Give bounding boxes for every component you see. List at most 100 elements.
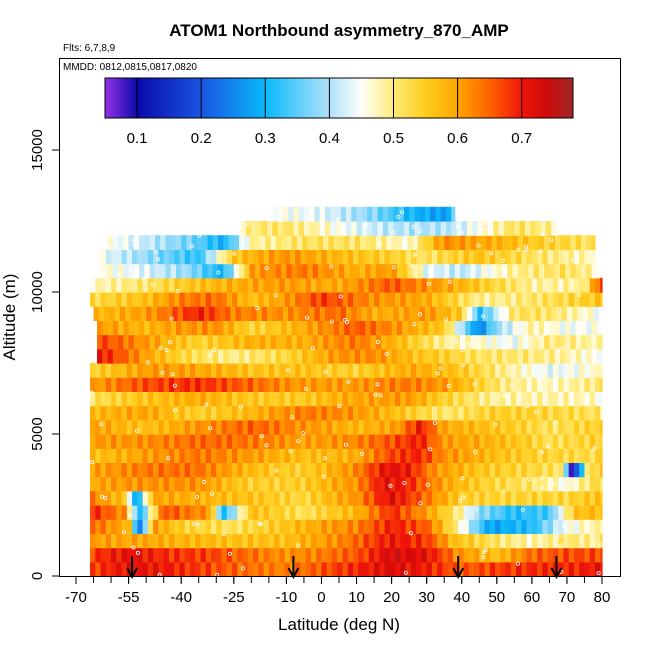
heatmap-cell [253,448,259,463]
sample-marker [501,393,506,398]
heatmap-cell [452,448,459,463]
heatmap-cell [333,334,340,350]
heatmap-cell [395,505,401,520]
heatmap-cell [142,434,149,449]
heatmap-cell [216,363,223,378]
heatmap-cell [521,434,528,449]
heatmap-cell [474,533,480,549]
y-tick-label: 0 [29,572,46,580]
heatmap-cell [139,320,145,336]
heatmap-cell [526,419,533,435]
heatmap-cell [523,235,529,250]
heatmap-cell [317,334,324,350]
heatmap-cell [489,419,496,435]
heatmap-cell [468,519,475,534]
heatmap-cell [521,292,528,307]
heatmap-cell [295,448,302,463]
heatmap-cell [153,419,160,435]
heatmap-cell [552,434,559,449]
heatmap-cell [389,377,396,392]
heatmap-cell [507,320,514,336]
sample-marker [363,223,368,228]
heatmap-cell [216,462,223,478]
heatmap-cell [433,235,440,250]
heatmap-cell [542,448,549,463]
heatmap-cell [132,561,138,577]
heatmap-cell [500,462,507,478]
heatmap-cell [123,334,130,350]
heatmap-cell [421,377,428,392]
heatmap-cell [584,249,591,265]
heatmap-cell [584,292,591,307]
heatmap-cell [545,221,552,236]
heatmap-cell [558,419,565,435]
heatmap-cell [552,419,559,435]
heatmap-cell [189,405,196,421]
heatmap-cell [579,462,586,478]
heatmap-cell [412,320,419,336]
heatmap-cell [454,348,461,364]
heatmap-cell [95,519,102,534]
heatmap-cell [363,533,370,549]
heatmap-cell [347,434,354,449]
sample-marker [175,289,180,294]
heatmap-cell [100,405,107,421]
heatmap-cell [384,533,391,549]
sample-marker [493,422,498,427]
heatmap-cell [353,561,359,577]
heatmap-cell [188,306,195,321]
heatmap-cell [433,348,440,364]
heatmap-cell [195,391,202,407]
heatmap-cell [479,434,486,449]
heatmap-cell [268,476,275,492]
heatmap-cell [463,533,470,549]
heatmap-cell [116,377,123,392]
heatmap-cell [405,490,412,506]
heatmap-cell [237,505,244,520]
heatmap-cell [147,277,154,293]
heatmap-cell [386,334,393,350]
heatmap-cell [479,490,486,506]
sample-marker [264,443,269,448]
heatmap-cell [389,363,396,378]
heatmap-cell [263,448,270,463]
heatmap-cell [316,519,323,534]
heatmap-cell [600,419,603,435]
heatmap-cell [111,434,117,449]
heatmap-cell [477,306,484,321]
x-axis: -70 -55 -40 -25 -10 0 10 20 30 40 50 60 70 80 [65,576,610,606]
heatmap-cell [274,561,280,577]
heatmap-cell [365,348,372,364]
heatmap-cell [314,221,321,236]
heatmap-cell [321,490,328,506]
heatmap-cell [405,476,412,492]
heatmap-cell [402,320,408,336]
heatmap-cell [240,306,247,321]
heatmap-cell [295,462,302,478]
heatmap-cell [558,533,565,549]
heatmap-cell [531,533,538,549]
heatmap-cell [360,263,366,279]
heatmap-cell [368,434,375,449]
heatmap-cell [360,320,366,336]
heatmap-cell [389,561,396,577]
heatmap-cell [137,448,144,463]
heatmap-cell [105,476,112,492]
heatmap-cell [324,221,331,236]
heatmap-cell [426,505,433,520]
heatmap-cell [594,377,601,392]
heatmap-cell [442,419,449,435]
heatmap-cell [205,377,212,392]
heatmap-cell [116,419,123,435]
heatmap-cell [323,334,330,350]
heatmap-cell [416,292,423,307]
heatmap-cell [353,476,359,492]
heatmap-cell [328,334,335,350]
heatmap-cell [505,405,512,421]
heatmap-cell [374,363,380,378]
heatmap-cell [396,348,403,364]
heatmap-cell [247,547,254,563]
heatmap-cell [279,391,286,407]
heatmap-cell [211,419,217,435]
heatmap-cell [295,490,302,506]
